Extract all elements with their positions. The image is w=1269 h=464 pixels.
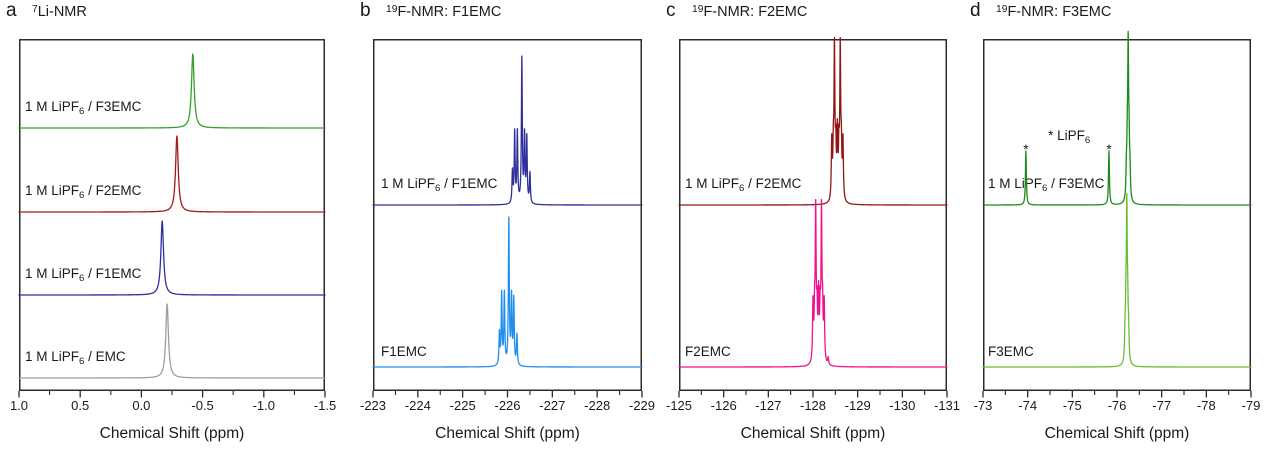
- trace-label-a-lipf6-f2emc: 1 M LiPF6 / F2EMC: [25, 183, 142, 201]
- spectrum-trace-a-lipf6-f1emc: [18, 220, 326, 296]
- tick-label-d--77: -77: [1152, 398, 1172, 413]
- panel-letter-d: d: [970, 0, 981, 21]
- trace-label-b-f1emc-neat: F1EMC: [381, 344, 427, 359]
- spectrum-trace-d-f3emc-neat: [982, 192, 1252, 368]
- trace-label-a-lipf6-f1emc: 1 M LiPF6 / F1EMC: [25, 266, 142, 284]
- spectrum-svg-b: [372, 39, 643, 398]
- tick-label-a-0.0: 0.0: [132, 398, 151, 413]
- tick-label-b--228: -228: [584, 398, 611, 413]
- spectrum-trace-c-f2emc-neat: [678, 198, 948, 368]
- panel-c-plot: 1 M LiPF6 / F2EMC F2EMC -125 -126 -127 -128 -1…: [666, 36, 960, 413]
- spectrum-trace-b-f1emc-neat: [372, 216, 643, 368]
- trace-label-a-lipf6-f3emc: 1 M LiPF6 / F3EMC: [25, 99, 142, 117]
- tick-label-c--128: -128: [799, 398, 827, 413]
- tick-label-b--229: -229: [628, 398, 656, 413]
- tick-label-d--79: -79: [1241, 398, 1261, 413]
- tick-label-d--73: -73: [973, 398, 993, 413]
- panel-letter-c: c: [666, 0, 676, 21]
- annotation-d-2: *: [1106, 142, 1112, 157]
- axis-title-a: Chemical Shift (ppm): [99, 425, 245, 442]
- tick-label-b--224: -224: [404, 398, 431, 413]
- panel-a-plot: 1 M LiPF6 / F3EMC 1 M LiPF6 / F2EMC 1 M Li…: [10, 39, 336, 413]
- spectrum-svg-d: [982, 30, 1252, 398]
- spectrum-trace-a-lipf6-f3emc: [18, 53, 326, 129]
- panel-title-d: 19F-NMR: F3EMC: [996, 4, 1112, 20]
- plot-border: [679, 39, 947, 391]
- axis-title-d: Chemical Shift (ppm): [1044, 425, 1190, 442]
- plot-border: [983, 39, 1251, 391]
- spectrum-trace-a-lipf6-f2emc: [18, 135, 326, 213]
- plot-border: [373, 39, 642, 391]
- spectrum-trace-a-lipf6-emc: [18, 303, 326, 379]
- tick-label-d--74: -74: [1018, 398, 1038, 413]
- annotation-d-0: * LiPF6: [1048, 128, 1091, 146]
- tick-label-c--126: -126: [710, 398, 737, 413]
- trace-label-c-lipf6-f2emc: 1 M LiPF6 / F2EMC: [685, 176, 802, 194]
- tick-label-d--76: -76: [1107, 398, 1127, 413]
- tick-label-a-0.5: 0.5: [71, 398, 90, 413]
- panel-d-plot: 1 M LiPF6 / F3EMC F3EMC * LiPF6 * * -73 -74 -75…: [974, 30, 1260, 413]
- annotation-d-1: *: [1023, 142, 1029, 157]
- tick-label-b--223: -223: [359, 398, 387, 413]
- panel-title-a: 7Li-NMR: [32, 4, 87, 20]
- axis-title-c: Chemical Shift (ppm): [740, 425, 886, 442]
- trace-label-d-f3emc-neat: F3EMC: [988, 344, 1034, 359]
- trace-label-c-f2emc-neat: F2EMC: [685, 344, 731, 359]
- trace-label-a-lipf6-emc: 1 M LiPF6 / EMC: [25, 349, 126, 367]
- spectrum-svg-a: [18, 39, 326, 398]
- panel-letter-a: a: [6, 0, 17, 21]
- tick-label-c--125: -125: [665, 398, 693, 413]
- spectrum-svg-c: [678, 36, 948, 398]
- tick-label-c--129: -129: [844, 398, 871, 413]
- spectrum-trace-c-lipf6-f2emc: [678, 36, 948, 206]
- spectrum-trace-b-lipf6-f1emc: [372, 55, 643, 206]
- tick-label-d--75: -75: [1062, 398, 1082, 413]
- tick-label-d--78: -78: [1196, 398, 1216, 413]
- trace-label-b-lipf6-f1emc: 1 M LiPF6 / F1EMC: [381, 176, 498, 194]
- axis-title-b: Chemical Shift (ppm): [435, 425, 580, 442]
- panel-title-c: 19F-NMR: F2EMC: [692, 4, 808, 20]
- plot-border: [19, 39, 325, 391]
- tick-label-b--225: -225: [449, 398, 476, 413]
- tick-label-b--226: -226: [494, 398, 521, 413]
- tick-label-c--130: -130: [889, 398, 916, 413]
- spectrum-trace-d-lipf6-f3emc: [982, 30, 1252, 206]
- panel-b-plot: 1 M LiPF6 / F1EMC F1EMC -223 -224 -225 -226 -2…: [360, 39, 655, 413]
- trace-label-d-lipf6-f3emc: 1 M LiPF6 / F3EMC: [988, 176, 1105, 194]
- tick-label-c--131: -131: [933, 398, 961, 413]
- tick-label-a-1.0: 1.0: [9, 398, 29, 413]
- tick-label-a--1.5: -1.5: [313, 398, 337, 413]
- tick-label-b--227: -227: [539, 398, 566, 413]
- tick-label-c--127: -127: [755, 398, 782, 413]
- panel-letter-b: b: [360, 0, 371, 21]
- tick-label-a--0.5: -0.5: [191, 398, 214, 413]
- tick-label-a--1.0: -1.0: [252, 398, 275, 413]
- panel-title-b: 19F-NMR: F1EMC: [386, 4, 502, 20]
